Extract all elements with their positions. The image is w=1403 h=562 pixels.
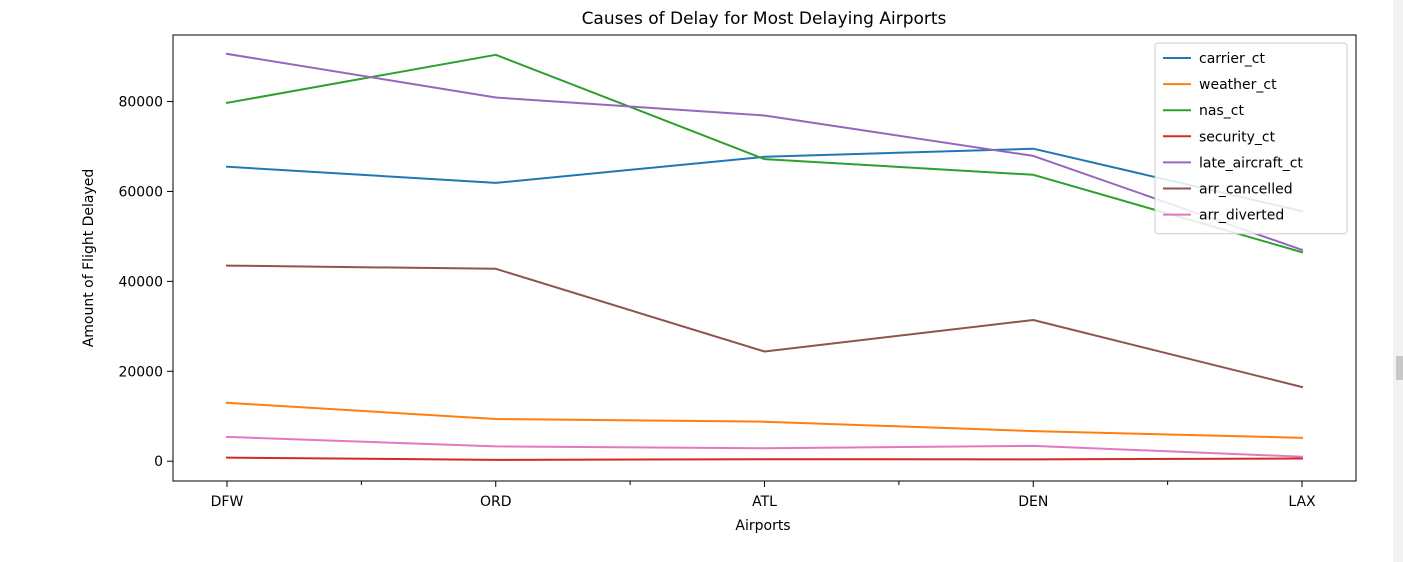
series-line-late-aircraft-ct — [225, 52, 1304, 252]
x-tick-label: DEN — [1018, 494, 1048, 510]
x-tick-label: ATL — [752, 494, 777, 510]
y-tick-label: 80000 — [118, 95, 163, 111]
series-layer — [225, 52, 1304, 461]
y-axis-label: Amount of Flight Delayed — [81, 169, 97, 348]
x-axis-label: Airports — [735, 518, 790, 534]
legend-label: weather_ct — [1199, 77, 1277, 93]
y-tick-label: 20000 — [118, 364, 163, 380]
x-tick-label: LAX — [1288, 494, 1316, 510]
series-line-arr-cancelled — [225, 264, 1304, 389]
legend-label: nas_ct — [1199, 103, 1244, 119]
legend-label: arr_cancelled — [1199, 182, 1293, 198]
legend-label: arr_diverted — [1199, 208, 1284, 224]
series-line-arr-diverted — [225, 435, 1304, 458]
legend: carrier_ct weather_ct nas_ct security_ctlat… — [1154, 42, 1348, 235]
scrollbar-thumb[interactable] — [1396, 356, 1403, 380]
y-tick-label: 60000 — [118, 184, 163, 200]
x-tick-label: ORD — [480, 494, 512, 510]
y-tick-label: 0 — [154, 454, 163, 470]
legend-box — [1154, 42, 1348, 235]
axes-layer: DFW ORD ATL DEN LAX 0 20000 40000 60000 80000 — [118, 34, 1357, 510]
legend-label: late_aircraft_ct — [1199, 155, 1303, 171]
y-tick-label: 40000 — [118, 274, 163, 290]
chart-title: Causes of Delay for Most Delaying Airpor… — [582, 9, 947, 29]
series-line-nas-ct — [225, 53, 1304, 254]
series-line-weather-ct — [225, 401, 1304, 439]
x-tick-label: DFW — [211, 494, 244, 510]
scrollbar-track[interactable] — [1393, 0, 1403, 562]
series-line-security-ct — [225, 456, 1304, 461]
series-line-carrier-ct — [225, 147, 1304, 213]
legend-label: security_ct — [1199, 129, 1276, 145]
legend-label: carrier_ct — [1199, 51, 1265, 67]
